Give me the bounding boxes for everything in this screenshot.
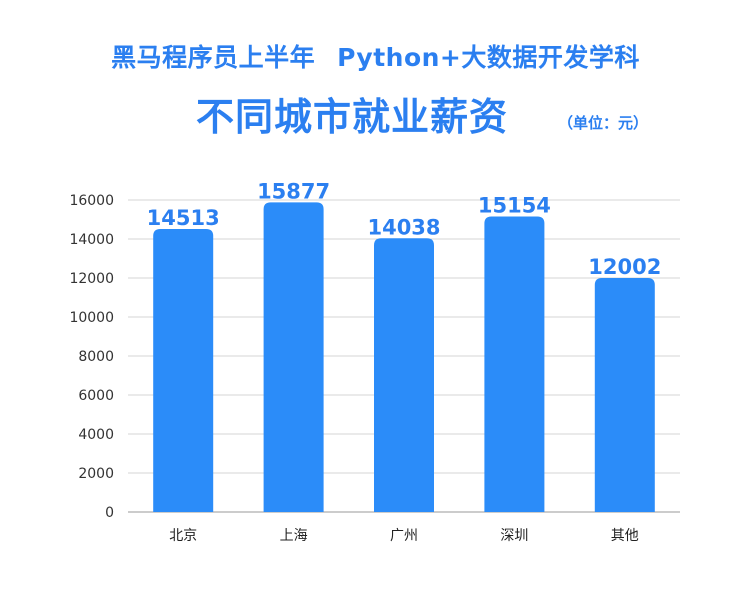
x-tick-label-0: 北京 bbox=[169, 528, 197, 544]
y-axis-ticks: 0 2000 4000 6000 8000 10000 12000 14000 16000 bbox=[69, 193, 114, 521]
title-line1-part2: Python+大数据开发学科 bbox=[337, 43, 640, 72]
y-tick-label: 0 bbox=[105, 505, 114, 521]
y-tick-label: 4000 bbox=[78, 427, 114, 443]
bars bbox=[153, 202, 655, 512]
data-labels: 14513 15877 14038 15154 12002 bbox=[147, 179, 662, 279]
y-tick-label: 2000 bbox=[78, 466, 114, 482]
x-tick-label-3: 深圳 bbox=[500, 528, 528, 544]
y-tick-label: 10000 bbox=[69, 310, 114, 326]
bar-4 bbox=[594, 277, 655, 512]
y-tick-label: 6000 bbox=[78, 388, 114, 404]
chart-title: 不同城市就业薪资 bbox=[196, 95, 509, 139]
bar-3 bbox=[484, 216, 545, 512]
data-label-1: 15877 bbox=[257, 179, 330, 203]
x-tick-label-1: 上海 bbox=[280, 528, 308, 544]
bar-2 bbox=[374, 238, 434, 512]
x-tick-label-2: 广州 bbox=[390, 528, 418, 544]
x-tick-label-4: 其他 bbox=[611, 528, 639, 544]
data-label-0: 14513 bbox=[147, 206, 220, 230]
y-tick-label: 14000 bbox=[69, 232, 114, 248]
data-label-2: 14038 bbox=[367, 215, 440, 239]
unit-label: （单位：元） bbox=[558, 114, 649, 132]
chart-title-line1: 黑马程序员上半年 Python+大数据开发学科 bbox=[0, 38, 751, 74]
title-line1-part1: 黑马程序员上半年 bbox=[111, 43, 316, 72]
y-tick-label: 8000 bbox=[78, 349, 114, 365]
bar-1 bbox=[263, 202, 324, 512]
x-axis-ticks: 北京 上海 广州 深圳 其他 bbox=[169, 528, 639, 544]
data-label-3: 15154 bbox=[478, 193, 551, 217]
y-tick-label: 16000 bbox=[69, 193, 114, 209]
data-label-4: 12002 bbox=[588, 255, 661, 279]
y-tick-label: 12000 bbox=[69, 271, 114, 287]
bar-0 bbox=[153, 228, 214, 512]
